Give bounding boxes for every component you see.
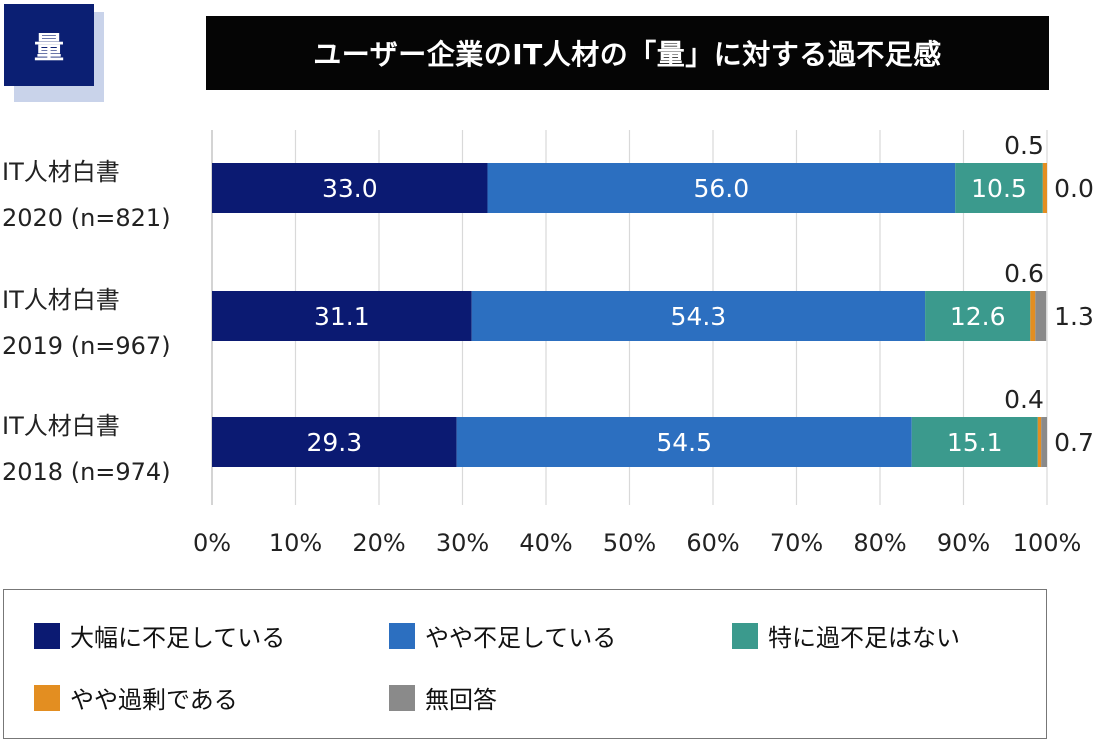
x-tick-label: 30% bbox=[436, 529, 489, 557]
bar-segment bbox=[456, 417, 912, 467]
bar-segment bbox=[212, 291, 472, 341]
legend-swatch bbox=[34, 684, 60, 711]
bar-segment bbox=[1030, 291, 1036, 341]
data-label: 10.5 bbox=[971, 174, 1027, 203]
legend-swatch bbox=[389, 684, 415, 711]
data-label: 54.5 bbox=[656, 428, 712, 457]
x-tick-label: 80% bbox=[853, 529, 906, 557]
bar-segment bbox=[911, 417, 1038, 467]
bar-segment bbox=[212, 163, 488, 213]
category-badge: 量 bbox=[4, 4, 94, 86]
legend: 大幅に不足している やや不足している 特に過不足はないやや過剰である 無回答 bbox=[3, 589, 1047, 739]
legend-item: やや過剰である bbox=[34, 680, 238, 715]
data-label: 0.7 bbox=[1054, 428, 1094, 457]
data-label: 33.0 bbox=[322, 174, 378, 203]
x-tick-label: 90% bbox=[937, 529, 990, 557]
legend-item: 特に過不足はない bbox=[732, 618, 960, 653]
legend-item: 大幅に不足している bbox=[34, 618, 285, 653]
x-tick-label: 50% bbox=[603, 529, 656, 557]
x-tick-label: 10% bbox=[269, 529, 322, 557]
data-label: 0.0 bbox=[1054, 174, 1094, 203]
legend-swatch bbox=[34, 622, 60, 649]
category-label: 2018 (n=974) bbox=[2, 458, 171, 486]
data-label: 56.0 bbox=[694, 174, 750, 203]
category-label: IT人材白書 bbox=[2, 286, 120, 314]
bar-segment bbox=[1037, 417, 1042, 467]
legend-swatch bbox=[732, 622, 758, 649]
data-label: 54.3 bbox=[671, 302, 727, 331]
legend-label: やや不足している bbox=[425, 624, 617, 652]
legend-item: やや不足している bbox=[389, 618, 616, 653]
data-label: 15.1 bbox=[947, 428, 1003, 457]
legend-swatch bbox=[389, 622, 415, 649]
chart-title: ユーザー企業のIT人材の「量」に対する過不足感 bbox=[206, 16, 1049, 90]
x-tick-label: 100% bbox=[1013, 529, 1082, 557]
category-label: 2019 (n=967) bbox=[2, 332, 171, 360]
x-tick-label: 0% bbox=[193, 529, 231, 557]
bar-segment bbox=[212, 417, 457, 467]
legend-label: 特に過不足はない bbox=[768, 624, 960, 652]
x-tick-label: 40% bbox=[519, 529, 572, 557]
bar-segment bbox=[955, 163, 1043, 213]
bar-segment bbox=[1035, 291, 1047, 341]
legend-item: 無回答 bbox=[389, 680, 497, 715]
data-label: 0.6 bbox=[1004, 259, 1044, 288]
legend-label: 無回答 bbox=[425, 686, 497, 714]
x-tick-label: 20% bbox=[352, 529, 405, 557]
stacked-bar-chart: 0% 10% 20% 30% 40% 50% 60% 70% 80% 90% 100% IT人材白書 2… bbox=[2, 130, 1094, 557]
bar-segment bbox=[1041, 417, 1047, 467]
legend-label: 大幅に不足している bbox=[70, 624, 286, 652]
bar-segment bbox=[1042, 163, 1047, 213]
data-label: 1.3 bbox=[1054, 302, 1094, 331]
x-tick-label: 60% bbox=[686, 529, 739, 557]
bar-segment bbox=[925, 291, 1031, 341]
category-label: 2020 (n=821) bbox=[2, 204, 171, 232]
data-label: 31.1 bbox=[314, 302, 370, 331]
bar-segment bbox=[487, 163, 956, 213]
bar-segment bbox=[471, 291, 926, 341]
category-label: IT人材白書 bbox=[2, 412, 120, 440]
category-label: IT人材白書 bbox=[2, 158, 120, 186]
data-label: 12.6 bbox=[950, 302, 1006, 331]
data-label: 0.4 bbox=[1004, 385, 1044, 414]
x-tick-label: 70% bbox=[770, 529, 823, 557]
data-label: 0.5 bbox=[1004, 131, 1044, 160]
data-label: 29.3 bbox=[306, 428, 362, 457]
legend-label: やや過剰である bbox=[70, 686, 238, 714]
